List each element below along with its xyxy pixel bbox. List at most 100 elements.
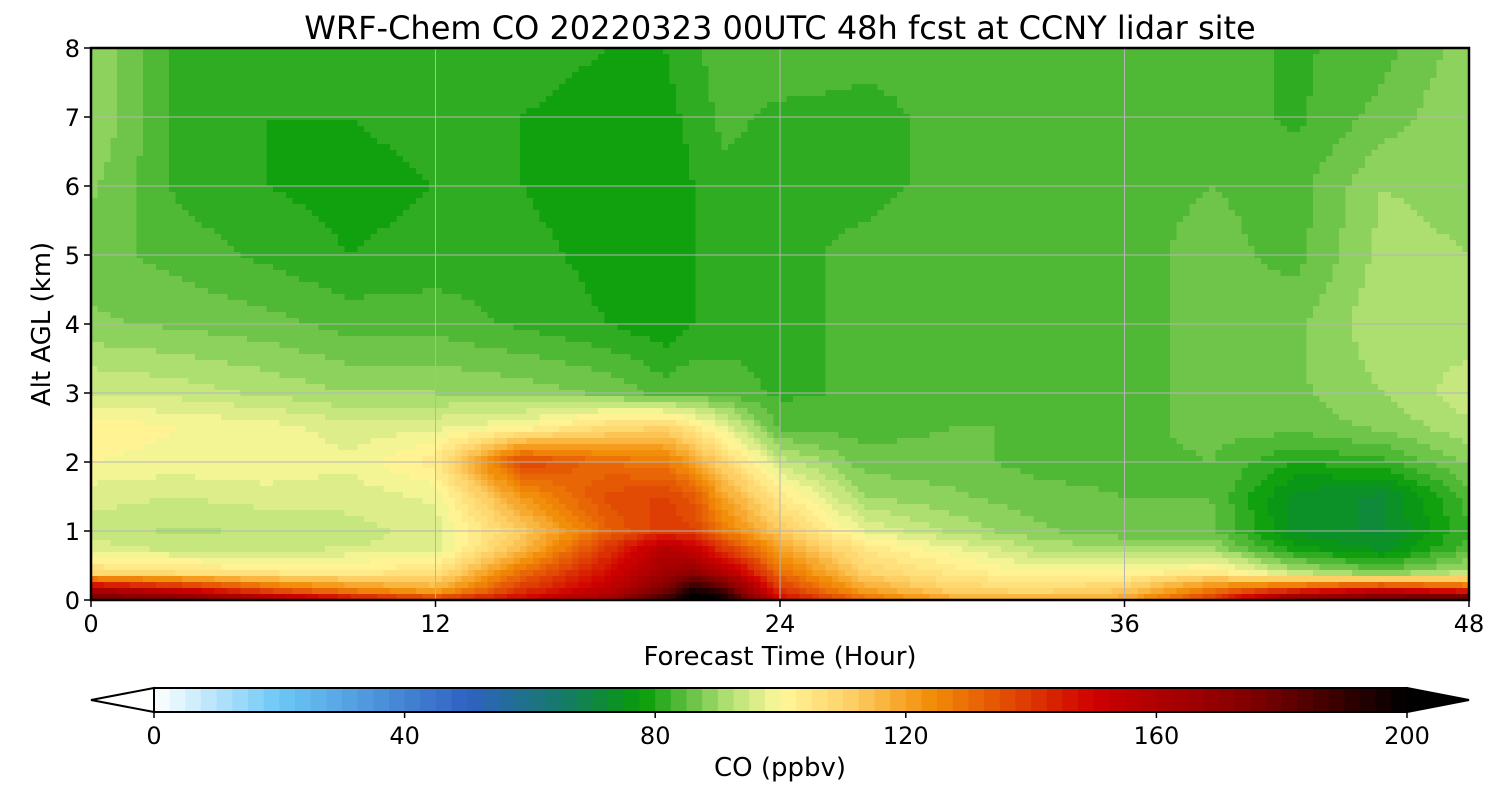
contour-cell: [1287, 138, 1294, 145]
contour-cell: [949, 150, 956, 157]
contour-cell: [514, 66, 521, 73]
contour-cell: [254, 138, 261, 145]
contour-cell: [221, 72, 228, 79]
contour-cell: [657, 168, 664, 175]
contour-cell: [1378, 174, 1385, 181]
contour-cell: [332, 96, 339, 103]
contour-cell: [364, 54, 371, 61]
contour-cell: [1352, 138, 1359, 145]
contour-cell: [1034, 174, 1041, 181]
contour-cell: [1294, 126, 1301, 133]
contour-cell: [683, 132, 690, 139]
contour-cell: [449, 126, 456, 133]
contour-cell: [1203, 54, 1210, 61]
contour-cell: [1144, 138, 1151, 145]
contour-cell: [553, 102, 560, 109]
contour-cell: [1014, 174, 1021, 181]
contour-cell: [839, 168, 846, 175]
contour-cell: [956, 54, 963, 61]
contour-cell: [819, 186, 826, 193]
contour-cell: [1274, 102, 1281, 109]
contour-cell: [1138, 60, 1145, 67]
contour-cell: [1034, 108, 1041, 115]
contour-cell: [117, 54, 124, 61]
contour-cell: [241, 186, 248, 193]
contour-cell: [182, 108, 189, 115]
contour-cell: [1027, 60, 1034, 67]
contour-cell: [1105, 156, 1112, 163]
contour-cell: [579, 162, 586, 169]
contour-cell: [494, 144, 501, 151]
contour-cell: [1326, 90, 1333, 97]
contour-cell: [858, 162, 865, 169]
contour-cell: [572, 54, 579, 61]
contour-cell: [637, 90, 644, 97]
contour-cell: [631, 138, 638, 145]
contour-cell: [325, 150, 332, 157]
contour-cell: [949, 78, 956, 85]
contour-cell: [345, 126, 352, 133]
contour-cell: [787, 126, 794, 133]
contour-cell: [1209, 72, 1216, 79]
contour-cell: [195, 66, 202, 73]
contour-cell: [455, 156, 462, 163]
contour-cell: [1326, 144, 1333, 151]
contour-cell: [501, 156, 508, 163]
contour-cell: [943, 66, 950, 73]
contour-cell: [1034, 162, 1041, 169]
contour-cell: [1222, 108, 1229, 115]
contour-cell: [117, 84, 124, 91]
contour-cell: [455, 108, 462, 115]
contour-cell: [1066, 132, 1073, 139]
contour-cell: [345, 108, 352, 115]
contour-cell: [1320, 120, 1327, 127]
contour-cell: [943, 90, 950, 97]
contour-cell: [390, 102, 397, 109]
contour-cell: [858, 174, 865, 181]
contour-cell: [1248, 132, 1255, 139]
contour-cell: [403, 54, 410, 61]
contour-cell: [1346, 132, 1353, 139]
contour-cell: [221, 60, 228, 67]
contour-cell: [1365, 90, 1372, 97]
contour-cell: [1112, 96, 1119, 103]
contour-cell: [1099, 72, 1106, 79]
contour-cell: [754, 108, 761, 115]
contour-cell: [1229, 96, 1236, 103]
contour-cell: [852, 162, 859, 169]
contour-cell: [956, 60, 963, 67]
contour-cell: [793, 174, 800, 181]
contour-cell: [267, 132, 274, 139]
contour-cell: [488, 72, 495, 79]
contour-cell: [481, 156, 488, 163]
contour-cell: [1437, 96, 1444, 103]
contour-cell: [1216, 72, 1223, 79]
contour-cell: [735, 144, 742, 151]
contour-cell: [1151, 120, 1158, 127]
contour-cell: [423, 72, 430, 79]
contour-cell: [715, 96, 722, 103]
contour-cell: [904, 132, 911, 139]
contour-cell: [832, 156, 839, 163]
contour-cell: [1092, 174, 1099, 181]
contour-cell: [1333, 150, 1340, 157]
contour-cell: [1352, 144, 1359, 151]
contour-cell: [780, 186, 787, 193]
contour-cell: [956, 120, 963, 127]
contour-cell: [663, 54, 670, 61]
contour-cell: [1196, 66, 1203, 73]
contour-cell: [988, 84, 995, 91]
contour-cell: [169, 120, 176, 127]
contour-cell: [748, 186, 755, 193]
contour-cell: [520, 54, 527, 61]
contour-cell: [104, 78, 111, 85]
contour-cell: [215, 78, 222, 85]
contour-cell: [1346, 168, 1353, 175]
contour-cell: [507, 174, 514, 181]
contour-cell: [494, 162, 501, 169]
contour-cell: [1372, 120, 1379, 127]
contour-cell: [364, 138, 371, 145]
contour-cell: [852, 78, 859, 85]
contour-cell: [507, 90, 514, 97]
contour-cell: [1352, 174, 1359, 181]
